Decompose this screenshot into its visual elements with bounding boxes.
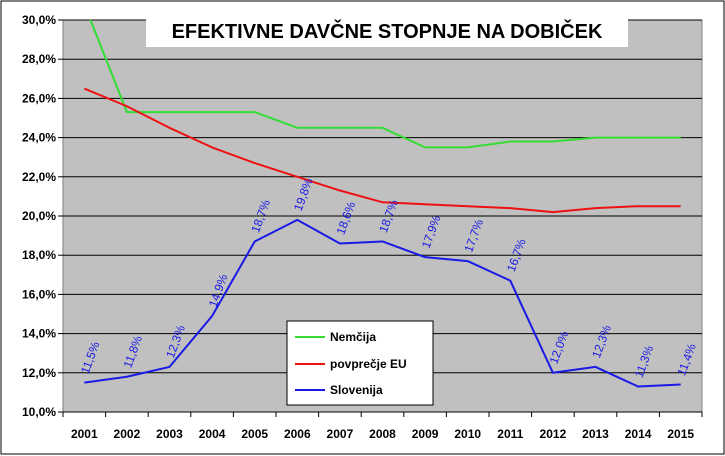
x-tick-label: 2009 <box>412 427 439 441</box>
y-tick-label: 28,0% <box>22 52 56 66</box>
x-tick-label: 2008 <box>369 427 396 441</box>
x-tick-label: 2003 <box>156 427 183 441</box>
x-tick-label: 2006 <box>284 427 311 441</box>
legend-label-povprecje-eu: povprečje EU <box>330 357 407 371</box>
x-tick-label: 2010 <box>454 427 481 441</box>
y-axis-ticks: 10,0% 12,0% 14,0% 16,0% 18,0% 20,0% 22,0% 24,0%… <box>22 13 63 419</box>
y-tick-label: 22,0% <box>22 170 56 184</box>
x-tick-label: 2001 <box>71 427 98 441</box>
x-tick-label: 2004 <box>199 427 226 441</box>
y-tick-label: 14,0% <box>22 327 56 341</box>
y-tick-label: 26,0% <box>22 91 56 105</box>
legend-label-slovenija: Slovenija <box>330 383 383 397</box>
y-tick-label: 24,0% <box>22 131 56 145</box>
x-tick-label: 2014 <box>625 427 652 441</box>
chart-title-box: EFEKTIVNE DAVČNE STOPNJE NA DOBIČEK <box>146 13 628 47</box>
y-tick-label: 12,0% <box>22 366 56 380</box>
x-tick-label: 2005 <box>241 427 268 441</box>
series-line-slovenija <box>84 218 681 388</box>
x-tick-label: 2013 <box>582 427 609 441</box>
x-tick-label: 2012 <box>540 427 567 441</box>
x-axis-ticks: 2001 2002 2003 2004 2005 2006 2007 2008 2009 2010… <box>62 411 703 441</box>
x-tick-label: 2011 <box>497 427 523 441</box>
legend-label-nemcija: Nemčija <box>330 330 376 344</box>
y-tick-label: 30,0% <box>22 13 56 27</box>
y-tick-label: 18,0% <box>22 248 56 262</box>
x-tick-label: 2015 <box>667 427 694 441</box>
x-tick-label: 2002 <box>114 427 141 441</box>
series-lines <box>83 20 681 388</box>
chart-title: EFEKTIVNE DAVČNE STOPNJE NA DOBIČEK <box>172 19 603 43</box>
x-tick-label: 2007 <box>327 427 354 441</box>
series-line-nemcija <box>89 20 681 149</box>
series-line-povprecje-eu <box>83 87 681 214</box>
legend: Nemčija povprečje EU Slovenija <box>286 320 434 406</box>
y-tick-label: 20,0% <box>22 209 56 223</box>
y-tick-label: 10,0% <box>22 405 56 419</box>
y-tick-label: 16,0% <box>22 287 56 301</box>
